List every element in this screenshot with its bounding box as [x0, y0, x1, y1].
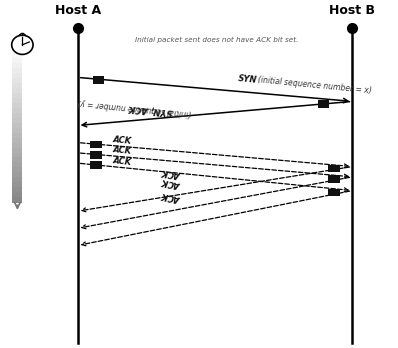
FancyBboxPatch shape: [328, 175, 340, 183]
Bar: [12, 182, 22, 188]
Text: ACK: ACK: [112, 156, 132, 167]
FancyBboxPatch shape: [93, 76, 104, 84]
Bar: [12, 53, 22, 58]
Bar: [12, 172, 22, 178]
Bar: [12, 78, 22, 83]
Bar: [12, 88, 22, 93]
Text: Host B: Host B: [330, 5, 375, 17]
Bar: [12, 128, 22, 133]
FancyBboxPatch shape: [90, 161, 102, 169]
Bar: [12, 163, 22, 168]
Text: ACK: ACK: [162, 167, 182, 179]
Text: SYN: SYN: [238, 74, 258, 85]
Bar: [12, 143, 22, 148]
Bar: [12, 103, 22, 108]
Bar: [12, 133, 22, 138]
Bar: [12, 58, 22, 63]
FancyBboxPatch shape: [328, 165, 340, 172]
Text: ACK: ACK: [162, 176, 182, 189]
Bar: [12, 177, 22, 183]
Bar: [12, 113, 22, 118]
Bar: [12, 73, 22, 78]
Text: ACK: ACK: [162, 190, 182, 203]
Bar: [12, 63, 22, 68]
Text: ACK: ACK: [112, 145, 132, 156]
Text: Host A: Host A: [55, 5, 101, 17]
Bar: [12, 158, 22, 163]
FancyBboxPatch shape: [318, 100, 330, 108]
FancyBboxPatch shape: [90, 151, 102, 159]
Bar: [12, 83, 22, 88]
Text: SYN, ACK: SYN, ACK: [129, 103, 173, 116]
Text: Initial packet sent does not have ACK bit set.: Initial packet sent does not have ACK bi…: [135, 37, 298, 43]
Bar: [12, 152, 22, 158]
Bar: [12, 68, 22, 73]
Bar: [12, 93, 22, 98]
FancyBboxPatch shape: [90, 141, 102, 148]
Bar: [12, 108, 22, 113]
FancyBboxPatch shape: [328, 189, 340, 196]
Bar: [12, 192, 22, 198]
Bar: [12, 123, 22, 128]
Text: ACK: ACK: [112, 135, 132, 146]
Bar: [12, 148, 22, 153]
Bar: [12, 197, 22, 203]
Text: (initial sequence number = y): (initial sequence number = y): [77, 98, 194, 118]
Bar: [12, 167, 22, 173]
Bar: [12, 118, 22, 123]
Text: (initial sequence number = x): (initial sequence number = x): [255, 75, 372, 95]
Bar: [12, 137, 22, 143]
Bar: [12, 98, 22, 103]
Bar: [12, 187, 22, 193]
